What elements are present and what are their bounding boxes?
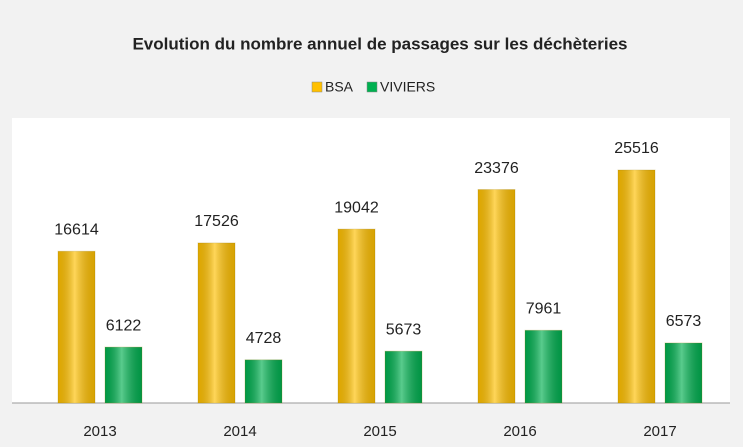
bar-shine	[58, 251, 95, 403]
x-tick-label: 2013	[83, 423, 116, 440]
value-label: 5673	[386, 321, 422, 338]
legend-label: VIVIERS	[380, 79, 435, 95]
bar-shine	[105, 347, 142, 403]
x-tick-label: 2015	[363, 423, 396, 440]
x-tick-label: 2016	[503, 423, 536, 440]
value-label: 4728	[246, 330, 282, 347]
bar-shine	[618, 170, 655, 403]
chart-title: Evolution du nombre annuel de passages s…	[132, 34, 627, 53]
value-label: 16614	[54, 222, 99, 239]
x-tick-label: 2014	[223, 423, 256, 440]
value-label: 6122	[106, 317, 142, 334]
bar-shine	[525, 330, 562, 403]
legend-label: BSA	[325, 79, 354, 95]
bar-shine	[478, 189, 515, 403]
x-tick-label: 2017	[643, 423, 676, 440]
value-label: 7961	[526, 301, 562, 318]
bar-shine	[385, 351, 422, 403]
value-label: 17526	[194, 213, 239, 230]
legend: BSA VIVIERS	[311, 79, 435, 95]
bar-shine	[338, 229, 375, 403]
value-label: 23376	[474, 160, 519, 177]
bar-shine	[245, 359, 282, 403]
value-label: 6573	[666, 313, 702, 330]
value-label: 19042	[334, 199, 379, 216]
bar-shine	[665, 342, 702, 403]
legend-swatch	[366, 81, 378, 93]
value-label: 25516	[614, 140, 659, 157]
legend-swatch	[311, 81, 323, 93]
bar-shine	[198, 242, 235, 403]
